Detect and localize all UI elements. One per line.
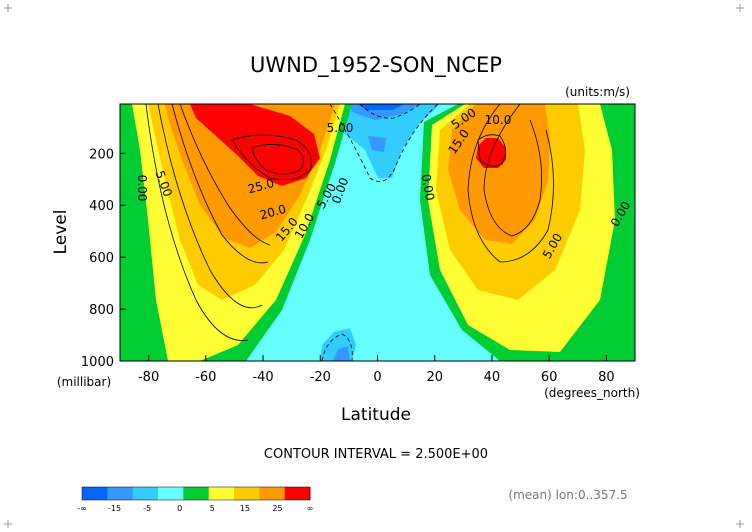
x-axis-units: (degrees_north) — [544, 386, 640, 400]
y-tick-label: 800 — [89, 303, 114, 318]
color-key-frame — [81, 486, 311, 501]
x-tick-label: -40 — [252, 370, 273, 385]
band-neg5-to-0 — [120, 104, 440, 361]
contour-line — [483, 104, 543, 237]
contour-interval-note: CONTOUR INTERVAL = 2.500E+00 — [264, 447, 488, 462]
x-tick-label: -60 — [195, 370, 216, 385]
color-key-label: 15 — [240, 504, 250, 513]
color-key: -∞ -15 -5 0 5 15 25 ∞ — [77, 486, 314, 513]
contour-label: 10.0 — [485, 113, 512, 127]
color-swatch — [208, 487, 235, 500]
color-key-label: 5 — [210, 504, 215, 513]
color-key-label: 25 — [272, 504, 282, 513]
color-swatch — [183, 487, 210, 500]
color-key-label: ∞ — [307, 504, 314, 513]
negative-contours — [321, 104, 439, 361]
contour-line-dashed — [359, 104, 421, 119]
crop-mark-tl — [4, 4, 12, 12]
color-key-label: 0 — [177, 504, 182, 513]
averaging-note: (mean) lon:0..357.5 — [508, 488, 627, 502]
y-axis-title: Level — [51, 210, 71, 255]
units-label: (units:m/s) — [565, 85, 630, 99]
contour-line-dashed — [321, 333, 353, 361]
x-axis: -80 -60 -40 -20 0 20 40 60 80 — [138, 355, 615, 385]
contour-label: 0.00 — [135, 175, 149, 202]
color-key-label: -15 — [108, 504, 121, 513]
x-tick-label: 80 — [598, 370, 615, 385]
crop-mark-tr — [736, 4, 744, 12]
y-axis: 200 400 600 800 1000 — [81, 147, 126, 370]
color-swatch — [234, 487, 260, 500]
x-tick-label: -80 — [138, 370, 159, 385]
y-tick-label: 200 — [89, 147, 114, 162]
contour-line — [179, 104, 271, 246]
color-swatch — [82, 487, 108, 500]
contour-line — [145, 104, 249, 341]
crop-mark-br — [736, 520, 744, 528]
color-swatch — [284, 487, 311, 500]
contour-label: 5.00 — [327, 121, 354, 135]
x-axis-title: Latitude — [341, 405, 411, 425]
contour-label: 0.00 — [419, 173, 437, 202]
x-tick-label: 0 — [373, 370, 381, 385]
band-25-plus — [190, 104, 506, 186]
contour-label: 25.0 — [246, 176, 275, 196]
x-tick-label: -20 — [310, 370, 331, 385]
color-key-label: -5 — [143, 504, 151, 513]
color-swatch — [158, 487, 184, 500]
y-tick-label: 600 — [89, 251, 114, 266]
chart-title: UWND_1952-SON_NCEP — [250, 53, 502, 78]
contour-lines — [145, 104, 554, 341]
color-swatch — [259, 487, 286, 500]
contour-line-dashed — [329, 104, 439, 182]
band-neg15-to-neg10 — [358, 104, 405, 110]
contour-line — [251, 144, 304, 175]
contour-label: 20.0 — [258, 202, 287, 222]
x-tick-label: 60 — [541, 370, 558, 385]
contour-line — [231, 134, 312, 181]
corner-marks — [4, 4, 744, 528]
x-tick-label: 40 — [484, 370, 501, 385]
crop-mark-bl — [4, 520, 12, 528]
color-key-label: -∞ — [77, 504, 87, 513]
contour-field — [120, 104, 635, 361]
y-tick-label: 400 — [89, 199, 114, 214]
contour-line — [477, 134, 506, 167]
x-tick-label: 20 — [426, 370, 443, 385]
contour-line — [171, 104, 269, 264]
color-swatch — [107, 487, 134, 500]
contour-line — [157, 104, 263, 309]
color-swatch — [132, 487, 159, 500]
y-axis-units: (millibar) — [57, 375, 111, 389]
contour-line — [467, 104, 554, 263]
y-tick-label: 1000 — [81, 355, 114, 370]
